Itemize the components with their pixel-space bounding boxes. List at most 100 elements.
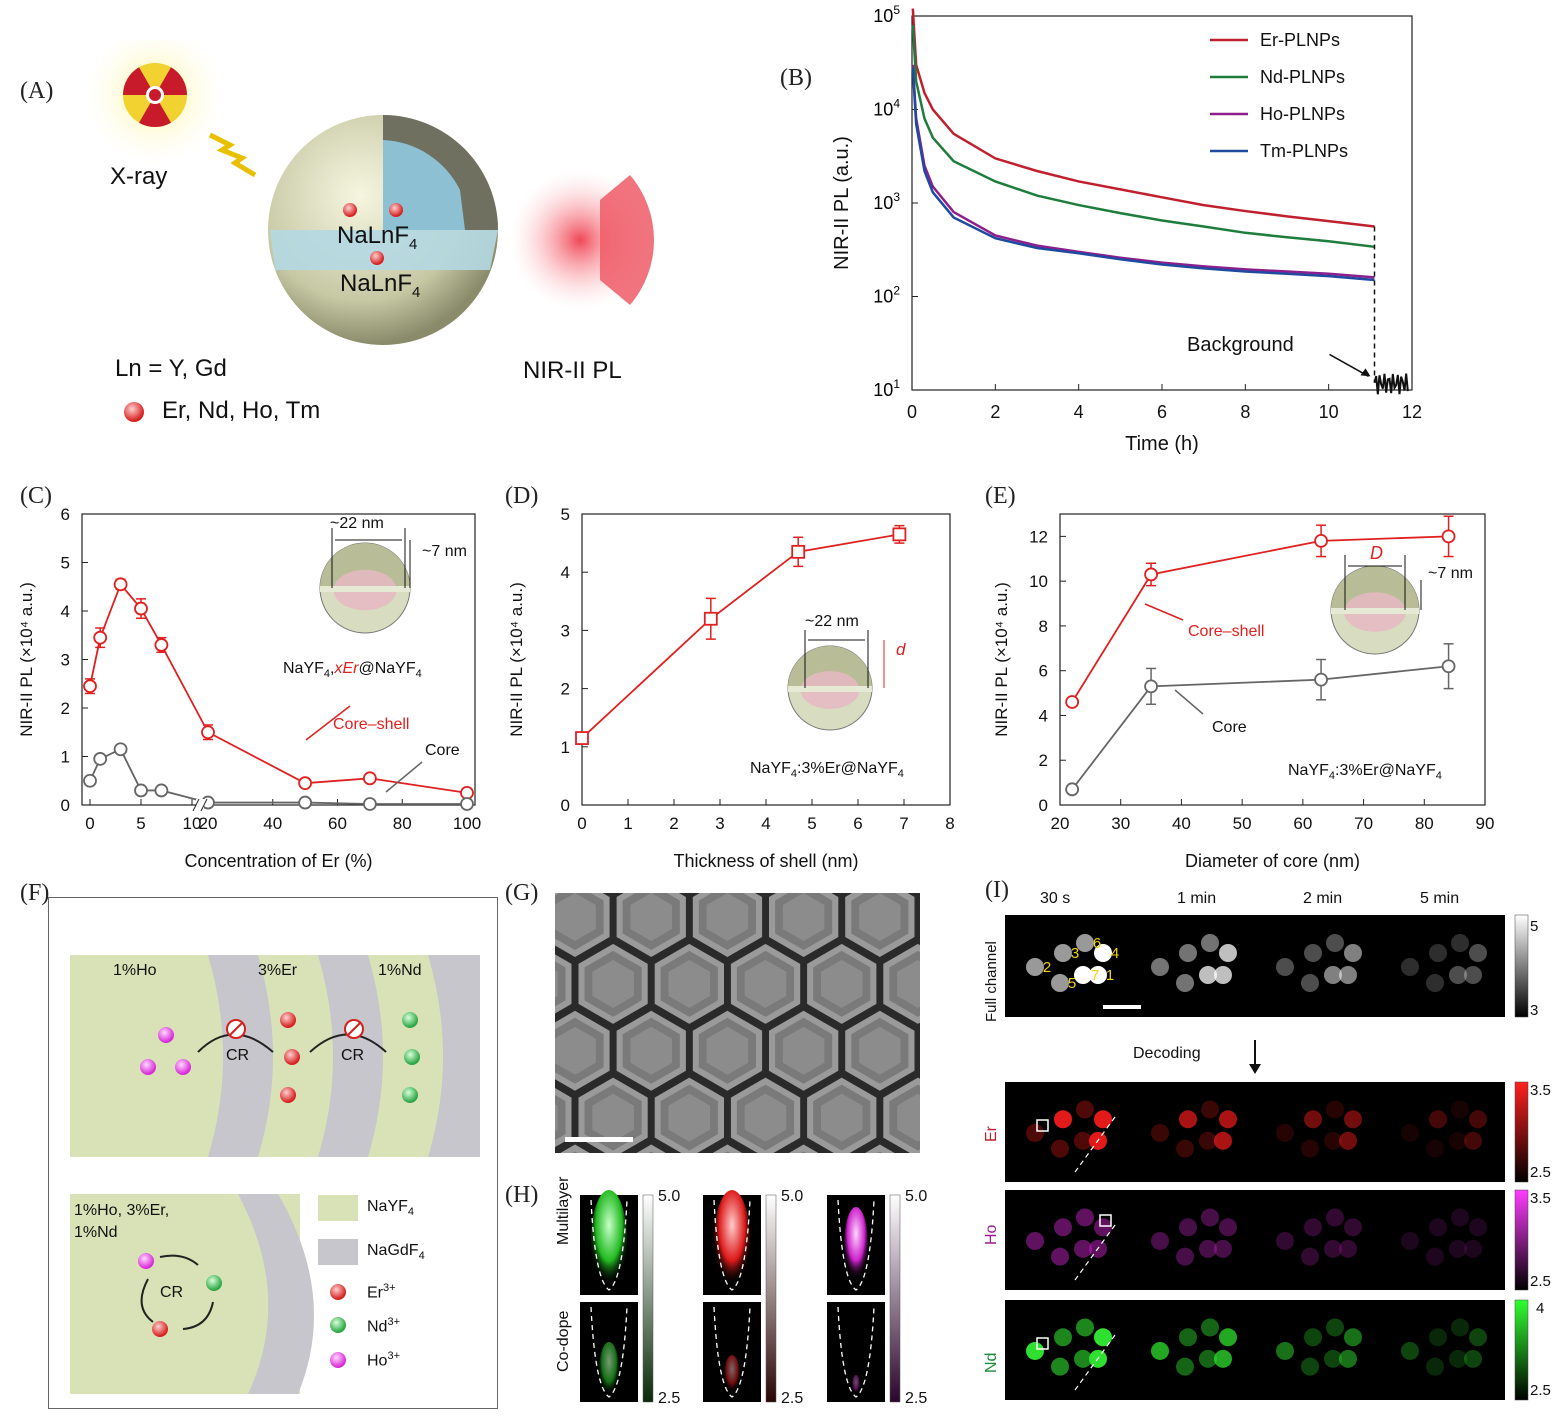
y-tick-label: 6 <box>1039 662 1048 681</box>
no-symbol-icon <box>344 1019 364 1039</box>
y-tick-exponent: 2 <box>893 284 900 298</box>
y-tick-label: 1 <box>61 748 70 767</box>
f-legend-er: Er3+ <box>367 1282 396 1302</box>
c-formula-sub2: 4 <box>415 668 422 681</box>
tem-hexagon <box>560 1144 590 1153</box>
h-magenta-scale <box>889 1194 901 1403</box>
c-formula-post: @NaYF <box>358 660 416 677</box>
particle-spot <box>1449 1131 1467 1150</box>
background-arrowhead <box>1360 368 1371 377</box>
x-tick-label: 100 <box>453 814 481 833</box>
x-tick-label: 70 <box>1354 814 1373 833</box>
tem-hexagon-core <box>668 1093 711 1142</box>
i-scale-1-bot: 3 <box>1530 1002 1539 1019</box>
h-scale-bot-2: 2.5 <box>781 1390 804 1407</box>
c-core-label: Core <box>425 742 460 759</box>
panel-label-h: (H) <box>505 1182 539 1208</box>
tem-hexagon <box>788 1144 819 1153</box>
tem-hexagon <box>865 1144 895 1153</box>
axis-break <box>196 799 204 811</box>
shell-label-text: NaLnF <box>340 270 413 297</box>
particle-spot <box>1464 1131 1482 1150</box>
colorbar-er <box>1514 1081 1529 1183</box>
particle-spot <box>1201 1208 1219 1227</box>
x-tick-label: 8 <box>945 814 954 833</box>
tem-hexagon-core <box>897 1093 920 1142</box>
particle-spot <box>1074 1349 1092 1368</box>
i-scale-4-top: 4 <box>1536 1300 1545 1317</box>
x-tick-label: 4 <box>1074 402 1084 422</box>
particle-spot <box>1339 966 1357 984</box>
hexagon-grid <box>555 893 920 1153</box>
background-trace <box>1373 373 1409 395</box>
particle-spot <box>1201 1100 1219 1119</box>
c-formula-pre: NaYF <box>283 660 324 677</box>
particle-spot <box>1054 1110 1072 1129</box>
background-label: Background <box>1187 334 1294 356</box>
i-time-3: 2 min <box>1303 890 1343 907</box>
h-row-codope: Co-dope <box>555 1310 572 1372</box>
data-point <box>154 638 169 652</box>
f-legend-nd: Nd3+ <box>367 1316 400 1336</box>
nir-label: NIR-II PL <box>523 357 622 384</box>
spot-number: 1 <box>1106 967 1114 984</box>
legend-nayf4-swatch <box>318 1195 358 1221</box>
legend-nagdf4-swatch <box>318 1239 358 1265</box>
series-line <box>89 582 468 794</box>
particle-spot <box>1449 1349 1467 1368</box>
particle-spot <box>1326 1100 1344 1119</box>
legend-nagdf4-text: NaGdF <box>367 1242 419 1259</box>
x-tick-label: 10 <box>1319 402 1339 422</box>
particle-spot <box>1301 974 1319 992</box>
roi-box <box>1036 1337 1049 1350</box>
particle-spot <box>1054 1328 1072 1347</box>
c-coreshell-label: Core–shell <box>333 716 410 733</box>
y-tick-label: 5 <box>61 554 70 573</box>
legend-er-swatch <box>330 1284 346 1300</box>
y-tick-label: 0 <box>561 796 570 815</box>
legend-nd-swatch <box>330 1317 346 1333</box>
data-point <box>892 527 907 542</box>
image-row-full <box>1005 915 1505 1017</box>
h-red-top-signal <box>714 1190 750 1290</box>
x-tick-label: 90 <box>1476 814 1495 833</box>
data-point <box>1441 659 1456 674</box>
legend-ho-sup: 3+ <box>387 1350 400 1362</box>
particle-spot <box>1051 1247 1069 1266</box>
h-outline <box>590 1306 628 1398</box>
tem-hexagon-core <box>821 959 863 1008</box>
legend-ho-text: Ho <box>367 1352 388 1370</box>
particle-spot <box>1151 1231 1169 1250</box>
inset-band <box>788 686 872 692</box>
h-scale-top-2: 5.0 <box>781 1188 804 1205</box>
x-tick-label: 80 <box>393 814 412 833</box>
er-ion <box>389 203 403 217</box>
data-point <box>201 725 215 740</box>
image-row-nd <box>1005 1300 1505 1400</box>
gd-shell-1 <box>208 955 273 1157</box>
plot-frame <box>1059 513 1486 806</box>
d-formula-post: :3%Er@NaYF <box>797 760 898 777</box>
e-formula: NaYF4:3%Er@NaYF4 <box>1288 762 1442 782</box>
particle-spot <box>1176 974 1194 992</box>
f-legend-ho: Ho3+ <box>367 1350 400 1370</box>
spot-number: 4 <box>1111 945 1119 962</box>
h-scale-top-1: 5.0 <box>658 1188 681 1205</box>
particle-spot <box>1051 974 1069 992</box>
scale-bar <box>1103 1005 1141 1009</box>
y-tick-label: 105 <box>873 3 900 26</box>
particle-spot <box>1199 1239 1217 1258</box>
e-formula-sub2: 4 <box>1435 770 1442 783</box>
h-outline <box>837 1306 875 1398</box>
x-tick-label: 40 <box>1172 814 1191 833</box>
particle-spot <box>1094 1110 1112 1129</box>
particle-spot <box>1324 966 1342 984</box>
data-point <box>83 773 97 788</box>
f-cr-right: CR <box>341 1047 365 1064</box>
tem-hexagon-core <box>706 893 749 941</box>
spot-number: 7 <box>1091 967 1099 984</box>
tem-hexagon-core <box>668 959 711 1008</box>
y-tick-exponent: 3 <box>893 190 900 204</box>
tem-hexagon <box>712 1144 743 1153</box>
